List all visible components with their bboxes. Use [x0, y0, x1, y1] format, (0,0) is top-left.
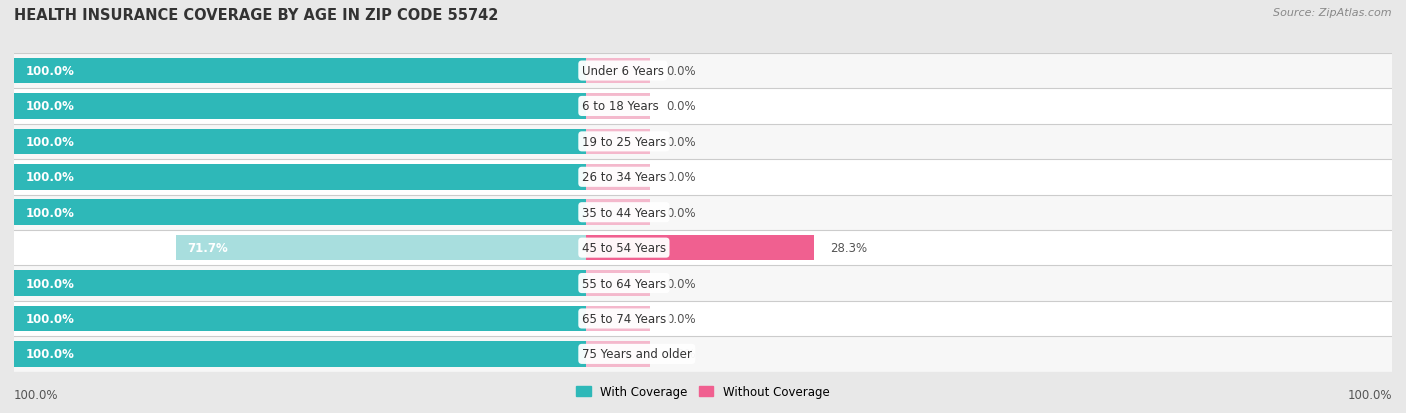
Text: 100.0%: 100.0%: [25, 348, 75, 361]
Bar: [176, 235, 586, 261]
Text: 100.0%: 100.0%: [25, 312, 75, 325]
Bar: [14, 59, 586, 84]
Bar: [586, 94, 651, 119]
Bar: [14, 165, 586, 190]
Text: 0.0%: 0.0%: [666, 206, 696, 219]
Text: 35 to 44 Years: 35 to 44 Years: [582, 206, 666, 219]
Text: 100.0%: 100.0%: [25, 135, 75, 149]
Text: 75 Years and older: 75 Years and older: [582, 348, 692, 361]
Bar: [586, 124, 1392, 160]
Bar: [14, 266, 586, 301]
Bar: [586, 160, 1392, 195]
Text: 65 to 74 Years: 65 to 74 Years: [582, 312, 666, 325]
Text: 45 to 54 Years: 45 to 54 Years: [582, 242, 666, 254]
Text: 0.0%: 0.0%: [666, 348, 696, 361]
Bar: [586, 266, 1392, 301]
Bar: [14, 94, 586, 119]
Text: 100.0%: 100.0%: [25, 206, 75, 219]
Text: 55 to 64 Years: 55 to 64 Years: [582, 277, 666, 290]
Bar: [586, 165, 651, 190]
Text: 100.0%: 100.0%: [1347, 388, 1392, 401]
Bar: [586, 54, 1392, 89]
Text: Source: ZipAtlas.com: Source: ZipAtlas.com: [1274, 8, 1392, 18]
Text: 100.0%: 100.0%: [14, 388, 59, 401]
Bar: [14, 195, 586, 230]
Bar: [586, 129, 651, 155]
Text: 28.3%: 28.3%: [830, 242, 868, 254]
Bar: [586, 306, 651, 331]
Bar: [586, 336, 1392, 372]
Bar: [14, 341, 586, 367]
Text: 0.0%: 0.0%: [666, 135, 696, 149]
Bar: [586, 341, 651, 367]
Text: 19 to 25 Years: 19 to 25 Years: [582, 135, 666, 149]
Bar: [14, 89, 586, 124]
Text: 0.0%: 0.0%: [666, 171, 696, 184]
Bar: [586, 230, 1392, 266]
Text: 100.0%: 100.0%: [25, 65, 75, 78]
Bar: [586, 235, 814, 261]
Text: 100.0%: 100.0%: [25, 100, 75, 113]
Bar: [14, 200, 586, 225]
Bar: [14, 306, 586, 331]
Text: 71.7%: 71.7%: [187, 242, 228, 254]
Bar: [586, 200, 651, 225]
Bar: [14, 336, 586, 372]
Bar: [14, 271, 586, 296]
Bar: [14, 160, 586, 195]
Text: HEALTH INSURANCE COVERAGE BY AGE IN ZIP CODE 55742: HEALTH INSURANCE COVERAGE BY AGE IN ZIP …: [14, 8, 499, 23]
Text: 0.0%: 0.0%: [666, 100, 696, 113]
Text: 0.0%: 0.0%: [666, 277, 696, 290]
Text: 100.0%: 100.0%: [25, 277, 75, 290]
Bar: [14, 54, 586, 89]
Bar: [14, 230, 586, 266]
Bar: [14, 301, 586, 336]
Bar: [14, 124, 586, 160]
Bar: [586, 271, 651, 296]
Bar: [586, 89, 1392, 124]
Text: 0.0%: 0.0%: [666, 312, 696, 325]
Text: 0.0%: 0.0%: [666, 65, 696, 78]
Bar: [586, 195, 1392, 230]
Text: Under 6 Years: Under 6 Years: [582, 65, 664, 78]
Bar: [586, 59, 651, 84]
Bar: [14, 129, 586, 155]
Text: 26 to 34 Years: 26 to 34 Years: [582, 171, 666, 184]
Bar: [586, 301, 1392, 336]
Legend: With Coverage, Without Coverage: With Coverage, Without Coverage: [572, 381, 834, 403]
Text: 100.0%: 100.0%: [25, 171, 75, 184]
Text: 6 to 18 Years: 6 to 18 Years: [582, 100, 658, 113]
